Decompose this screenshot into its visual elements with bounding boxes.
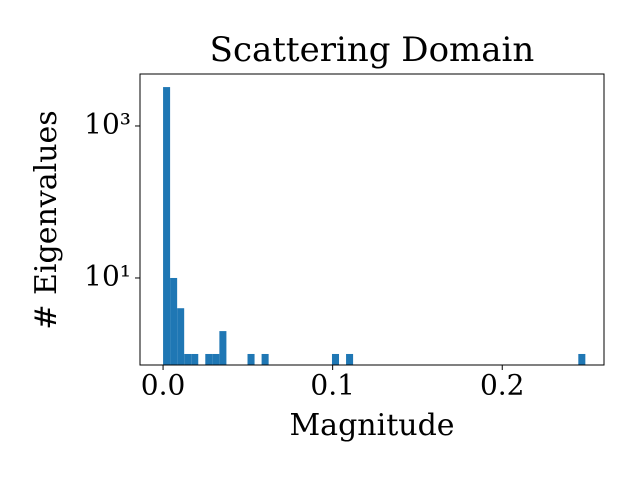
bar <box>247 353 255 365</box>
bar <box>163 87 171 366</box>
x-axis-label: Magnitude <box>289 408 454 443</box>
plot-frame <box>139 73 605 366</box>
bar <box>205 353 213 365</box>
bar <box>346 353 354 365</box>
bar <box>219 331 227 365</box>
y-axis-label: # Eigenvalues <box>29 110 64 329</box>
x-tick-label: 0.1 <box>310 369 355 402</box>
chart-title: Scattering Domain <box>210 30 535 70</box>
bar <box>212 353 220 365</box>
x-tick-label: 0.0 <box>141 369 186 402</box>
bar <box>578 353 586 365</box>
bar <box>331 353 340 365</box>
bar <box>170 277 178 365</box>
bar <box>191 353 199 365</box>
bar <box>261 353 269 365</box>
bar <box>177 308 185 365</box>
bar <box>184 353 192 365</box>
x-tick-label: 0.2 <box>480 369 525 402</box>
y-tick-label: 10³ <box>84 107 131 140</box>
y-tick-label: 10¹ <box>84 259 131 292</box>
